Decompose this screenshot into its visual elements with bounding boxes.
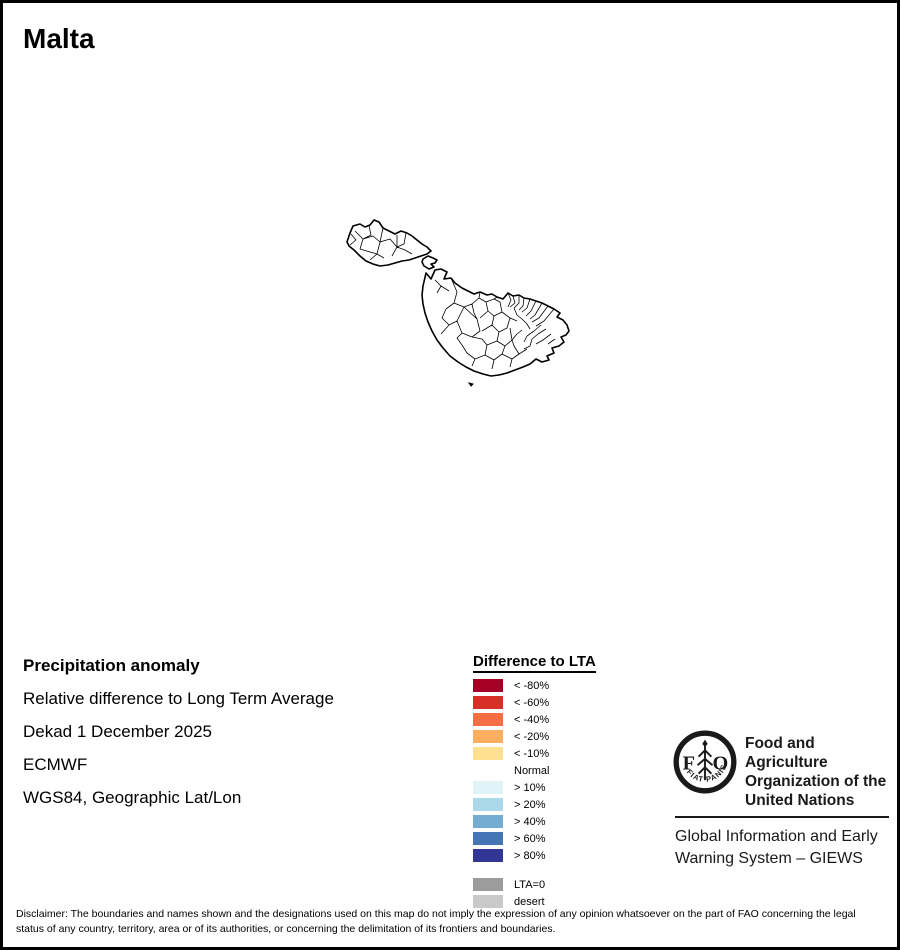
malta-island-outline [421,268,570,377]
legend-swatch [473,679,503,692]
legend-swatch [473,895,503,908]
legend-item: > 10% [473,781,596,794]
fao-logo-grain [702,739,708,748]
fao-org-line: Organization of the [745,773,887,790]
fao-logo-icon: F O FIAT PANIS [673,730,737,794]
legend-item: > 40% [473,815,596,828]
legend-item: LTA=0 [473,878,596,891]
map-description: Relative difference to Long Term Average [23,689,334,708]
legend-item: desert [473,895,596,908]
legend-title: Difference to LTA [473,653,596,673]
fao-org-line: Food and Agriculture [745,735,828,771]
legend-swatch [473,730,503,743]
map-info-block: Precipitation anomaly Relative differenc… [23,656,334,821]
legend-swatch [473,815,503,828]
legend: Difference to LTA < -80% < -60% < -40% <… [473,653,596,912]
legend-label: LTA=0 [514,878,546,891]
legend-label: > 10% [514,781,546,794]
fao-org-name: Food and Agriculture Organization of the… [745,734,893,810]
legend-label: < -20% [514,730,550,743]
disclaimer-text: Disclaimer: The boundaries and names sho… [16,908,856,935]
legend-item: > 60% [473,832,596,845]
map-source: ECMWF [23,755,88,774]
giews-name: Global Information and Early Warning Sys… [675,826,893,870]
legend-item: Normal [473,764,596,777]
fao-logo-wheat-ear [696,743,714,781]
legend-label: < -40% [514,713,550,726]
legend-item: > 20% [473,798,596,811]
page-title: Malta [23,23,95,54]
legend-label: < -60% [514,696,550,709]
legend-swatch [473,878,503,891]
legend-swatch [473,764,503,777]
gozo-district-boundaries [349,225,413,261]
legend-swatch [473,798,503,811]
legend-swatch [473,696,503,709]
legend-spacer [473,866,596,878]
map-subtitle: Precipitation anomaly [23,656,200,675]
malta-map [346,219,570,387]
legend-label: > 80% [514,849,546,862]
legend-item: < -40% [473,713,596,726]
fao-logo-letter-f: F [683,752,695,774]
map-projection: WGS84, Geographic Lat/Lon [23,788,242,807]
legend-label: < -80% [514,679,550,692]
fao-branding: F O FIAT PANIS Food and Agriculture Orga… [673,730,893,870]
filfla-islet [467,382,474,387]
legend-label: > 20% [514,798,546,811]
legend-label: desert [514,895,545,908]
legend-item: > 80% [473,849,596,862]
legend-item: < -10% [473,747,596,760]
legend-label: < -10% [514,747,550,760]
map-dekad: Dekad 1 December 2025 [23,722,213,741]
gozo-island-outline [346,219,432,267]
legend-item: < -20% [473,730,596,743]
legend-item: < -60% [473,696,596,709]
fao-logo-letter-o: O [712,752,728,774]
fao-org-line: United Nations [745,792,855,809]
legend-swatch [473,832,503,845]
legend-label: Normal [514,764,550,777]
giews-line: Warning System – GIEWS [675,850,863,867]
fao-header: F O FIAT PANIS Food and Agriculture Orga… [673,730,893,810]
comino-island-outline [421,255,438,270]
legend-swatch [473,747,503,760]
legend-swatch [473,781,503,794]
malta-district-boundaries [434,277,556,370]
legend-item: < -80% [473,679,596,692]
fao-divider [675,816,889,818]
legend-swatch [473,849,503,862]
legend-label: > 60% [514,832,546,845]
legend-label: > 40% [514,815,546,828]
giews-line: Global Information and Early [675,828,878,845]
legend-swatch [473,713,503,726]
